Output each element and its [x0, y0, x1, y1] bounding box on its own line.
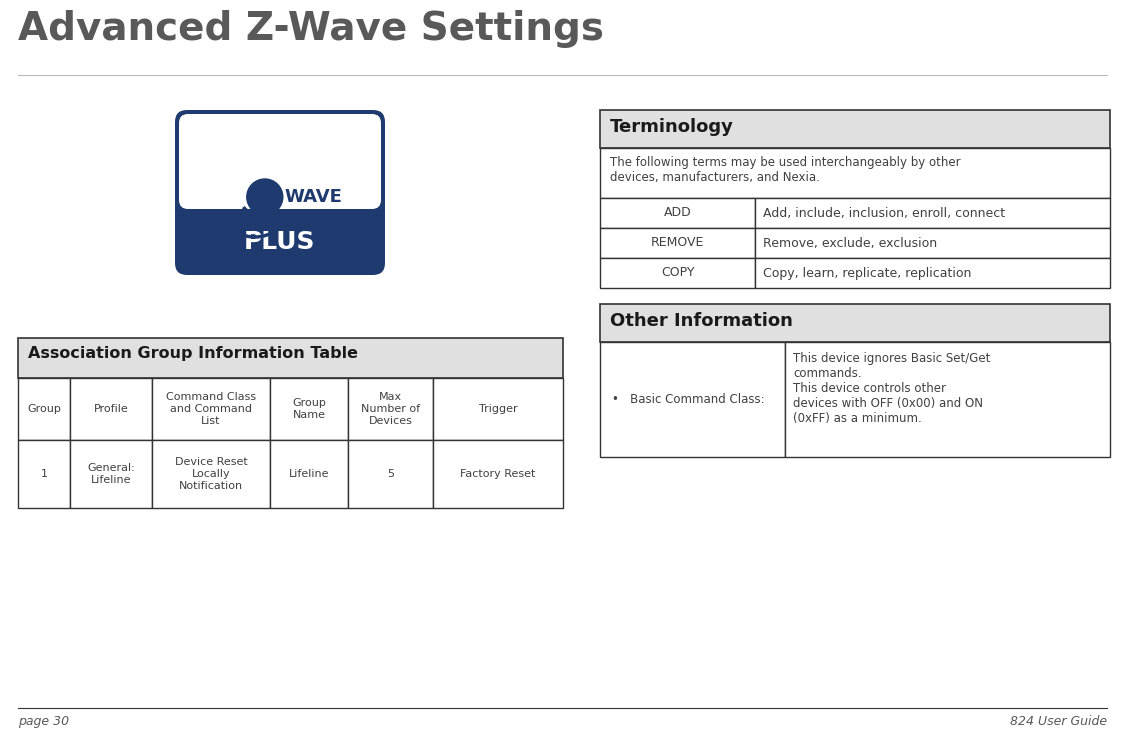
Text: This device ignores Basic Set/Get
commands.
This device controls other
devices w: This device ignores Basic Set/Get comman… — [793, 352, 990, 425]
Text: Max
Number of
Devices: Max Number of Devices — [361, 393, 420, 426]
Text: General:
Lifeline: General: Lifeline — [87, 463, 135, 485]
Text: Command Class
and Command
List: Command Class and Command List — [166, 393, 256, 426]
Bar — [600, 228, 755, 258]
Bar — [348, 378, 433, 440]
Text: 5: 5 — [387, 469, 394, 479]
Text: Remove, exclude, exclusion: Remove, exclude, exclusion — [763, 236, 937, 249]
Bar — [348, 440, 433, 508]
Bar — [600, 198, 755, 228]
Bar — [18, 378, 70, 440]
Text: Trigger: Trigger — [479, 404, 518, 414]
Bar — [755, 198, 1110, 228]
Text: Factory Reset: Factory Reset — [460, 469, 536, 479]
Text: Profile: Profile — [93, 404, 128, 414]
Bar — [270, 440, 348, 508]
Text: WAVE: WAVE — [285, 188, 343, 206]
Text: Association Group Information Table: Association Group Information Table — [28, 346, 358, 361]
Bar — [18, 338, 562, 378]
Bar — [70, 378, 152, 440]
Text: page 30: page 30 — [18, 715, 69, 728]
FancyBboxPatch shape — [176, 110, 385, 275]
Text: Advanced Z-Wave Settings: Advanced Z-Wave Settings — [18, 10, 604, 48]
Text: The following terms may be used interchangeably by other
devices, manufacturers,: The following terms may be used intercha… — [610, 156, 961, 184]
Text: Group: Group — [27, 404, 61, 414]
Bar — [600, 148, 1110, 198]
Bar — [433, 440, 562, 508]
Text: Other Information: Other Information — [610, 312, 793, 330]
Text: Group
Name: Group Name — [292, 399, 326, 420]
Text: Device Reset
Locally
Notification: Device Reset Locally Notification — [174, 458, 248, 491]
Text: Lifeline: Lifeline — [289, 469, 330, 479]
Text: •   Basic Command Class:: • Basic Command Class: — [612, 393, 765, 406]
Text: Z: Z — [258, 187, 272, 207]
Bar — [600, 304, 1110, 342]
Bar — [433, 378, 562, 440]
Text: 824 User Guide: 824 User Guide — [1010, 715, 1107, 728]
Text: ADD: ADD — [664, 207, 692, 219]
Text: Terminology: Terminology — [610, 118, 734, 136]
Text: PLUS: PLUS — [244, 230, 316, 254]
Bar — [600, 258, 755, 288]
Bar — [755, 228, 1110, 258]
Text: COPY: COPY — [660, 266, 694, 280]
Text: 1: 1 — [40, 469, 47, 479]
Text: Copy, learn, replicate, replication: Copy, learn, replicate, replication — [763, 266, 971, 280]
Bar — [152, 440, 270, 508]
Bar — [785, 342, 1110, 457]
Bar — [18, 440, 70, 508]
Circle shape — [246, 179, 282, 215]
Bar — [755, 258, 1110, 288]
Text: REMOVE: REMOVE — [650, 236, 704, 249]
Bar — [600, 110, 1110, 148]
Bar — [600, 342, 785, 457]
Text: Add, include, inclusion, enroll, connect: Add, include, inclusion, enroll, connect — [763, 207, 1005, 219]
Bar — [270, 378, 348, 440]
FancyBboxPatch shape — [179, 114, 381, 209]
Bar — [152, 378, 270, 440]
Bar — [70, 440, 152, 508]
